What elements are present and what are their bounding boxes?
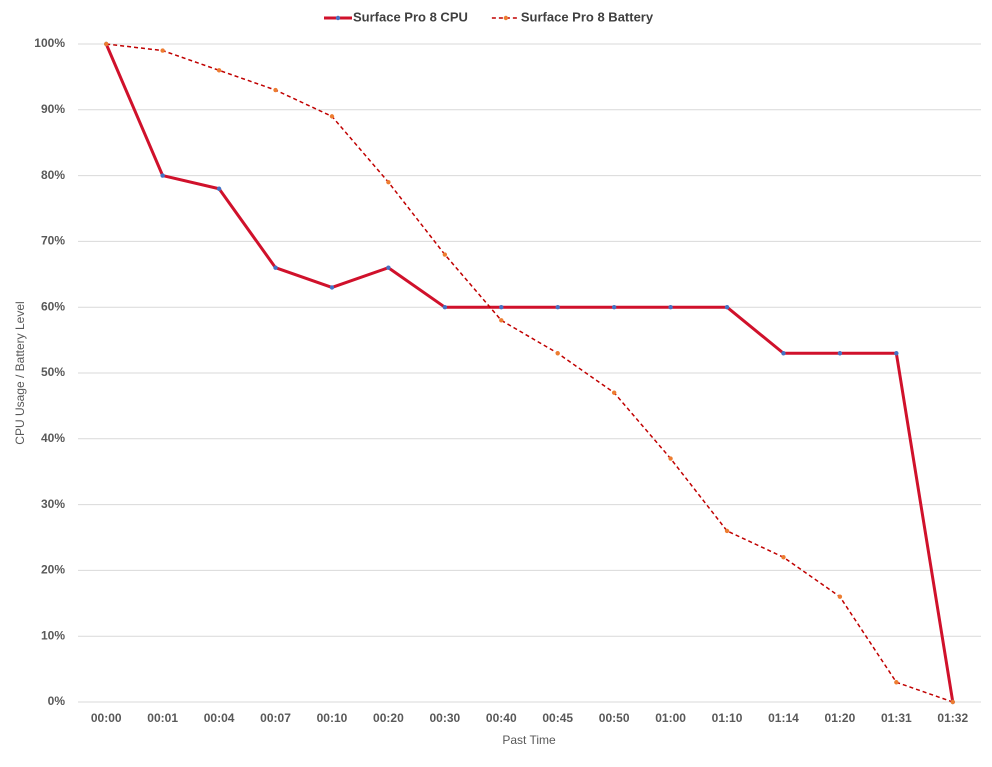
x-tick-label: 00:10 — [317, 711, 348, 725]
data-point — [386, 179, 391, 185]
data-point — [950, 699, 955, 705]
y-tick-label: 0% — [48, 694, 66, 708]
data-point — [442, 252, 448, 257]
data-point — [273, 87, 278, 93]
data-point — [724, 528, 730, 534]
y-tick-label: 40% — [41, 431, 65, 445]
x-tick-label: 00:45 — [542, 711, 573, 725]
y-tick-label: 20% — [41, 563, 65, 577]
data-point — [668, 305, 673, 310]
data-point — [329, 114, 335, 119]
x-tick-label: 01:10 — [712, 711, 743, 725]
x-tick-label: 00:07 — [260, 711, 291, 725]
y-tick-label: 70% — [41, 234, 65, 248]
x-tick-label: 00:50 — [599, 711, 630, 725]
data-point — [611, 305, 617, 310]
legend-marker — [335, 15, 341, 21]
data-point — [894, 351, 899, 356]
x-tick-label: 01:31 — [881, 711, 912, 725]
data-point — [216, 68, 222, 73]
x-tick-label: 00:40 — [486, 711, 517, 725]
data-point — [216, 186, 222, 191]
data-point — [329, 285, 335, 290]
data-point — [442, 305, 448, 310]
data-point — [555, 305, 560, 310]
series-line — [104, 43, 955, 703]
x-tick-label: 00:00 — [91, 711, 122, 725]
x-tick-label: 00:20 — [373, 711, 404, 725]
data-point — [781, 555, 786, 560]
data-point — [160, 48, 165, 53]
data-point — [781, 351, 786, 356]
x-tick-label: 00:04 — [204, 711, 235, 725]
legend-label: Surface Pro 8 Battery — [521, 9, 654, 24]
x-tick-label: 00:30 — [429, 711, 460, 725]
x-tick-label: 01:32 — [937, 711, 968, 725]
data-point — [668, 456, 673, 461]
x-tick-label: 01:14 — [768, 711, 799, 725]
data-point — [104, 41, 109, 47]
x-tick-label: 01:00 — [655, 711, 686, 725]
data-point — [611, 390, 617, 395]
series-line — [106, 43, 954, 703]
y-tick-label: 60% — [41, 299, 65, 313]
data-point — [724, 305, 730, 310]
y-tick-label: 100% — [34, 36, 65, 50]
legend-label: Surface Pro 8 CPU — [353, 9, 468, 24]
data-point — [160, 173, 165, 178]
x-tick-label: 01:20 — [825, 711, 856, 725]
data-point — [837, 594, 843, 599]
data-point — [499, 305, 504, 310]
y-tick-label: 10% — [41, 628, 65, 642]
data-point — [386, 265, 391, 270]
y-tick-label: 90% — [41, 102, 65, 116]
y-tick-label: 80% — [41, 168, 65, 182]
x-tick-label: 00:01 — [147, 711, 178, 725]
data-point — [894, 680, 899, 685]
data-point — [837, 351, 843, 356]
y-axis-label: CPU Usage / Battery Level — [13, 301, 27, 444]
x-axis-label: Past Time — [502, 733, 556, 747]
y-tick-label: 50% — [41, 365, 65, 379]
data-point — [555, 351, 560, 356]
data-point — [273, 265, 278, 270]
data-point — [499, 318, 504, 323]
y-tick-label: 30% — [41, 497, 65, 511]
legend-marker — [503, 15, 509, 21]
